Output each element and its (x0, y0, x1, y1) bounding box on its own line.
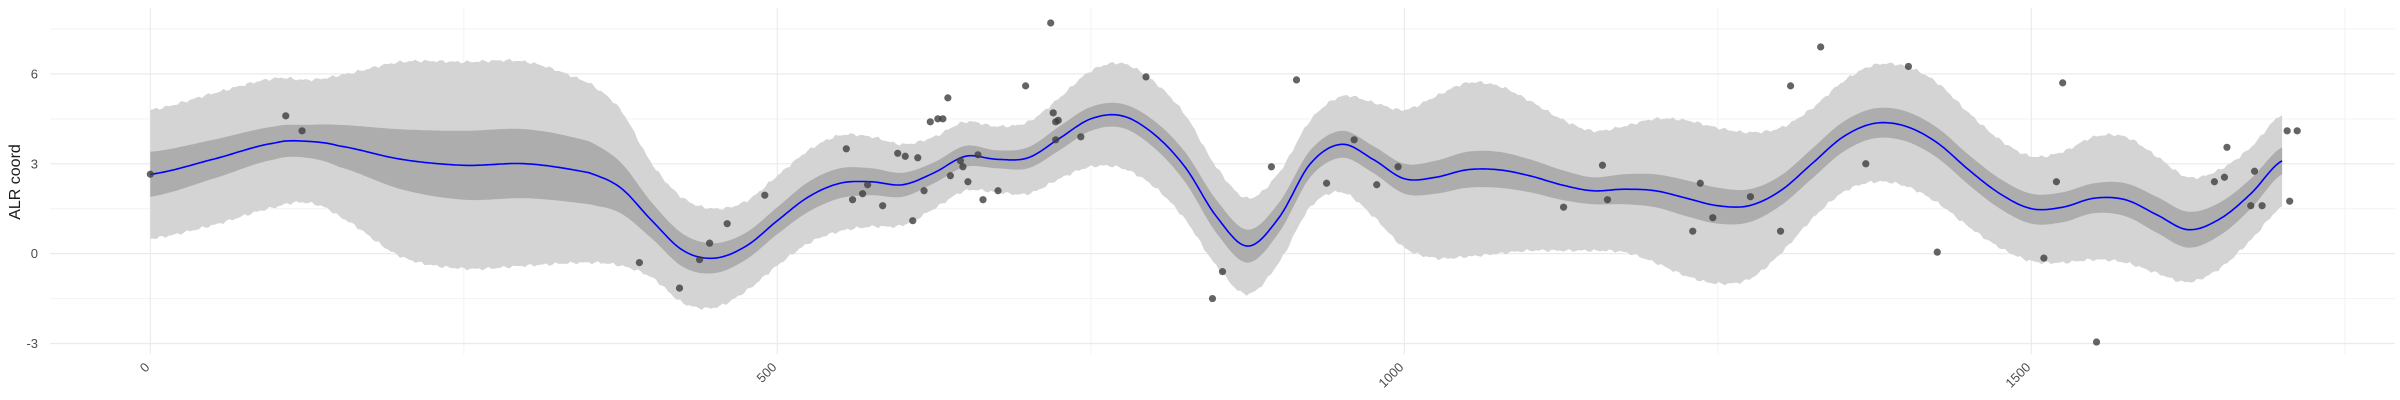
y-tick-label: 6 (31, 66, 38, 81)
data-point (1022, 82, 1030, 90)
data-point (2250, 167, 2259, 175)
data-point (1054, 116, 1062, 124)
data-point (298, 127, 306, 135)
x-tick-label: 500 (753, 360, 779, 386)
data-point (934, 115, 942, 123)
data-point (974, 151, 982, 159)
data-point (1786, 82, 1795, 90)
data-point (695, 256, 704, 264)
data-point (914, 154, 922, 162)
data-point (901, 152, 909, 160)
data-point (1559, 203, 1568, 211)
data-point (944, 94, 952, 102)
data-point (964, 178, 972, 186)
data-point (1350, 136, 1358, 144)
data-point (2247, 202, 2255, 210)
data-point (848, 196, 857, 204)
data-point (1373, 181, 1381, 189)
data-point (1267, 163, 1276, 171)
data-point (1603, 196, 1612, 204)
data-point (1142, 73, 1150, 81)
data-point (920, 187, 928, 195)
data-point (1322, 179, 1331, 187)
data-point (675, 284, 684, 292)
data-point (282, 112, 290, 120)
data-point (2293, 127, 2301, 135)
data-point (2220, 173, 2229, 181)
x-tick-label: 1500 (2002, 360, 2033, 391)
y-tick-label: -3 (26, 336, 38, 351)
data-point (909, 217, 917, 225)
data-point (1077, 133, 1085, 141)
data-point (2040, 254, 2048, 262)
data-point (926, 118, 934, 126)
data-point (1817, 43, 1825, 51)
data-point (761, 191, 769, 199)
data-point (1208, 294, 1217, 303)
data-point (2052, 178, 2061, 186)
data-point (1696, 179, 1704, 187)
data-point (1709, 214, 1717, 222)
data-point (1776, 227, 1785, 235)
data-point (2223, 143, 2231, 151)
data-point (1933, 248, 1941, 256)
data-point (146, 170, 154, 178)
data-point (1394, 163, 1402, 171)
point-layer (146, 19, 2301, 346)
data-point (1218, 268, 1227, 276)
data-point (2258, 202, 2266, 210)
data-point (2210, 178, 2219, 186)
data-point (858, 190, 867, 198)
y-axis-title: ALR coord (7, 144, 24, 220)
data-point (1292, 76, 1301, 84)
data-point (939, 115, 947, 123)
data-point (842, 145, 850, 153)
data-point (879, 202, 887, 210)
data-point (706, 239, 714, 247)
data-point (1746, 193, 1755, 201)
data-point (1904, 62, 1913, 71)
data-point (1052, 136, 1060, 144)
x-tick-label: 0 (137, 360, 153, 376)
line-layer (150, 113, 2283, 260)
data-point (723, 220, 731, 228)
data-point (994, 187, 1002, 195)
y-tick-label: 0 (31, 246, 38, 261)
data-point (635, 259, 643, 267)
y-tick-label: 3 (31, 156, 38, 171)
data-point (1862, 160, 1870, 168)
band-layer (150, 58, 2283, 310)
mean-line (150, 113, 2283, 260)
data-point (956, 157, 965, 165)
data-point (946, 172, 954, 180)
data-point (979, 196, 987, 204)
data-point (2283, 127, 2291, 135)
data-point (1049, 109, 1057, 117)
data-point (2286, 197, 2294, 205)
data-point (864, 181, 872, 189)
data-point (1598, 161, 1607, 169)
inner-credible-band (150, 102, 2283, 274)
data-point (2059, 79, 2067, 87)
x-tick-label: 1000 (1375, 360, 1406, 391)
data-point (894, 149, 902, 157)
data-point (2092, 338, 2101, 346)
data-point (959, 163, 967, 171)
data-point (1689, 227, 1697, 235)
data-point (1047, 19, 1055, 27)
